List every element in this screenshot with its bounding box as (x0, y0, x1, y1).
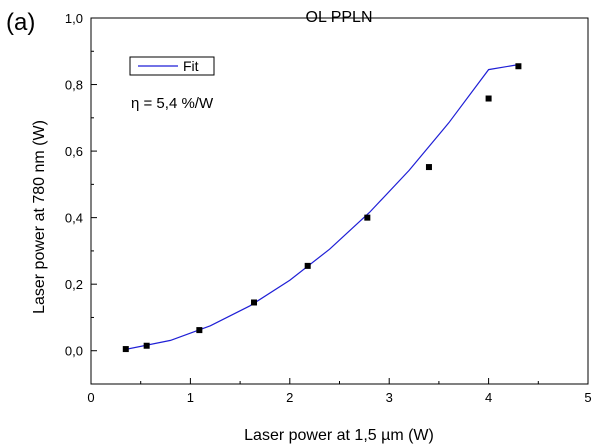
y-axis-label: Laser power at 780 nm (W) (31, 120, 48, 314)
data-point (304, 262, 311, 269)
data-point (425, 164, 432, 171)
x-tick-label: 1 (187, 390, 194, 405)
data-points (122, 63, 522, 353)
y-tick-label: 1,0 (65, 11, 83, 26)
data-point (143, 342, 150, 349)
data-point (196, 327, 203, 334)
x-tick-label: 2 (286, 390, 293, 405)
x-axis-label: Laser power at 1,5 µm (W) (244, 427, 434, 444)
data-point (122, 346, 129, 353)
y-tick-label: 0,8 (65, 78, 83, 93)
y-tick-label: 0,2 (65, 277, 83, 292)
data-point (515, 63, 522, 70)
x-tick-label: 5 (584, 390, 591, 405)
y-tick-label: 0,4 (65, 211, 83, 226)
data-point (364, 214, 371, 221)
data-point (251, 299, 258, 306)
x-tick-label: 0 (87, 390, 94, 405)
x-tick-label: 4 (485, 390, 492, 405)
panel-label: (a) (6, 9, 35, 36)
y-tick-label: 0,0 (65, 344, 83, 359)
legend-label-fit: Fit (183, 58, 199, 74)
data-point (485, 95, 492, 102)
y-axis-ticks: 0,0 0,2 0,4 0,6 0,8 1,0 (65, 11, 97, 385)
legend: Fit (129, 56, 215, 76)
efficiency-annotation: η = 5,4 %/W (131, 95, 214, 112)
x-tick-label: 3 (386, 390, 393, 405)
x-axis-ticks: 0 1 2 3 4 5 (87, 378, 592, 405)
y-tick-label: 0,6 (65, 144, 83, 159)
